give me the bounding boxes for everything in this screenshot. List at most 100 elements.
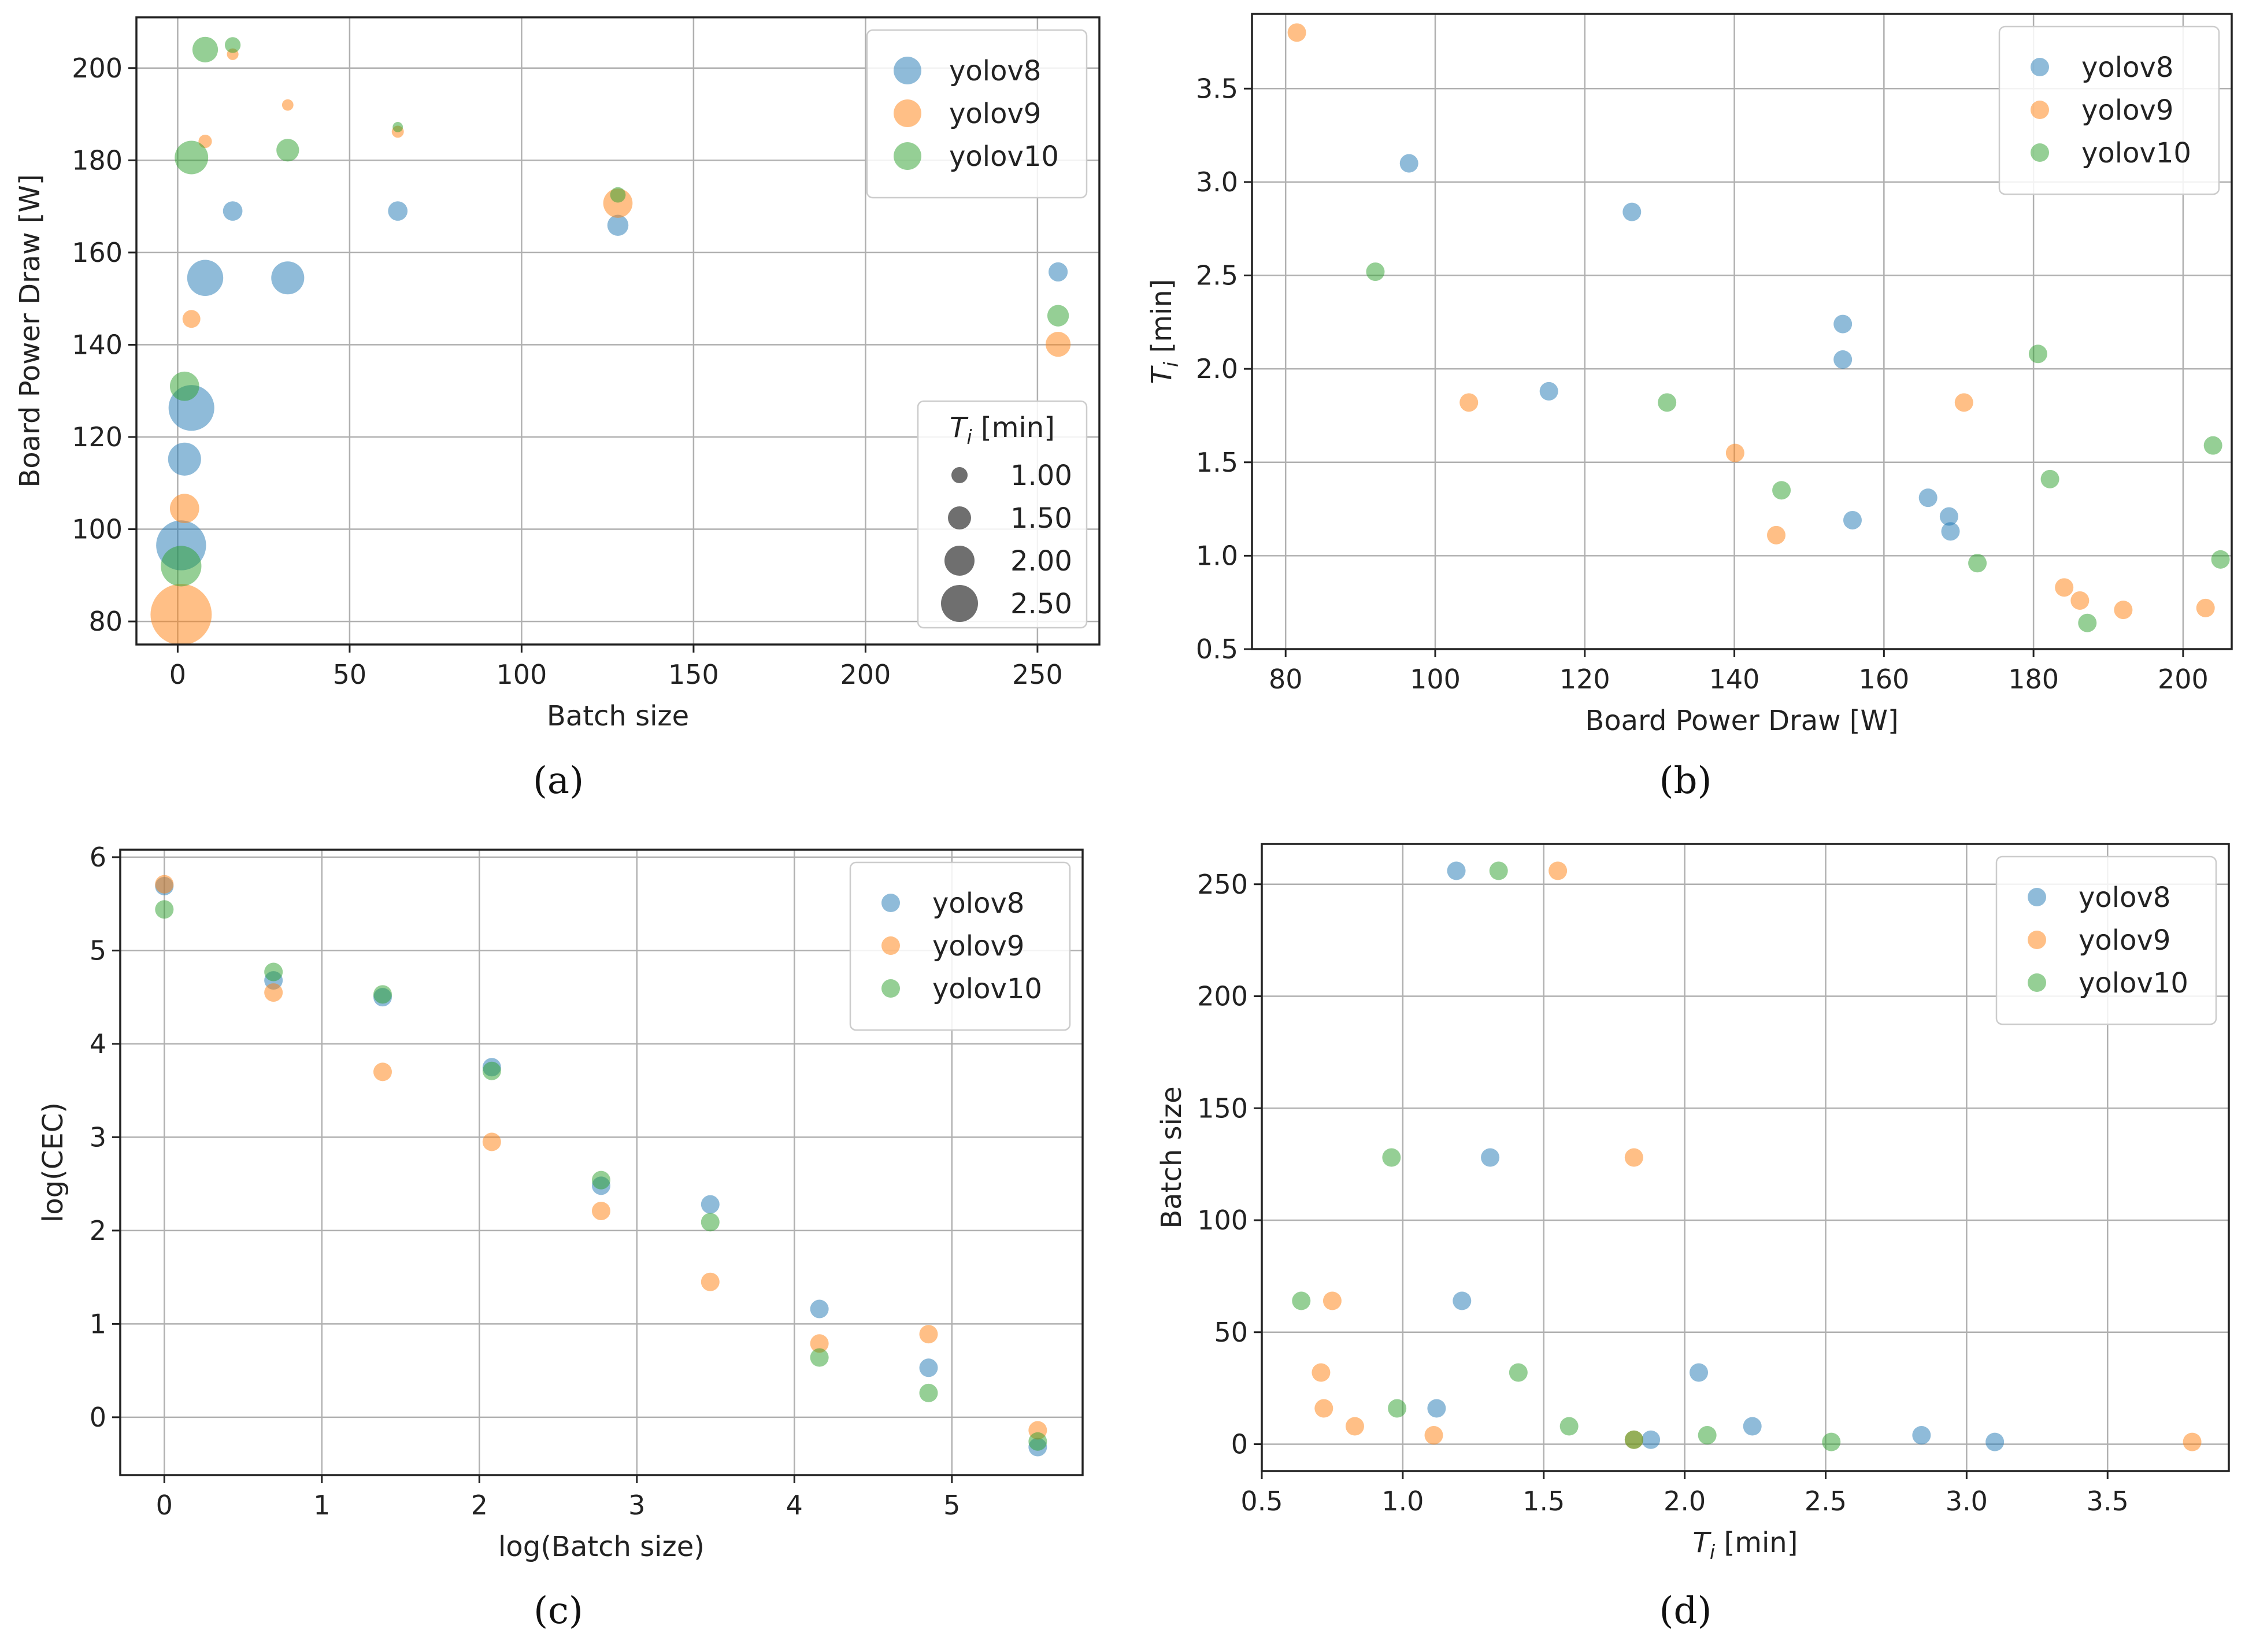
y-tick-label: 3.0: [1196, 166, 1238, 198]
panel-caption: (d): [1659, 1590, 1712, 1632]
data-point-yolov8: [1912, 1426, 1931, 1444]
y-axis-label: log(CEC): [37, 1102, 69, 1223]
legend-box: [849, 861, 1071, 1031]
data-point-yolov9: [2055, 578, 2074, 597]
y-tick-label: 50: [1214, 1317, 1248, 1348]
data-point-yolov9: [182, 310, 201, 328]
y-axis-label-symbol: T: [1146, 365, 1178, 384]
data-point-yolov10: [1624, 1430, 1643, 1449]
legend-marker-yolov10: [894, 142, 921, 170]
size-legend-title: Ti [min]: [950, 412, 1055, 449]
data-point-yolov9: [1345, 1417, 1364, 1436]
y-tick-label: 5: [90, 935, 106, 966]
data-point-yolov9: [1624, 1148, 1643, 1167]
x-tick-label: 150: [668, 659, 719, 690]
data-point-yolov10: [610, 187, 626, 203]
y-tick-label: 6: [90, 842, 106, 873]
series-yolov8: [1399, 154, 1960, 541]
x-tick-label: 0: [169, 659, 186, 690]
panel-caption: (c): [534, 1590, 583, 1632]
y-tick-label: 0.5: [1196, 634, 1238, 665]
x-tick-label: 160: [1858, 664, 1909, 695]
legend-label-yolov9: yolov9: [2079, 924, 2170, 957]
panel-caption-text: (d): [1659, 1590, 1712, 1632]
data-point-yolov9: [373, 1062, 392, 1081]
data-point-yolov10: [1047, 305, 1069, 327]
data-point-yolov9: [1312, 1363, 1331, 1382]
y-tick-label: 120: [72, 421, 123, 453]
legend-marker-yolov9: [894, 99, 921, 127]
x-tick-label: 4: [786, 1490, 803, 1521]
data-point-yolov10: [1968, 554, 1987, 573]
data-point-yolov9: [591, 1201, 610, 1220]
data-point-yolov9: [1046, 332, 1071, 357]
x-tick-label: 2.5: [1805, 1486, 1847, 1517]
data-point-yolov8: [1049, 262, 1068, 281]
panel-caption-text: (a): [533, 760, 584, 802]
data-point-yolov8: [1622, 202, 1642, 221]
legend-label-yolov8: yolov8: [2079, 881, 2170, 914]
x-tick-label: 1.5: [1522, 1486, 1565, 1517]
series-yolov10: [161, 36, 1069, 587]
data-point-yolov8: [1481, 1148, 1500, 1167]
y-axis-label-subscript: i: [1160, 361, 1183, 367]
data-point-yolov8: [1941, 522, 1960, 541]
data-point-yolov9: [1548, 861, 1568, 880]
data-point-yolov8: [1427, 1399, 1446, 1418]
x-tick-label: 100: [1410, 664, 1461, 695]
y-axis-label: Batch size: [1155, 1086, 1188, 1228]
size-legend-title-unit: [min]: [972, 412, 1055, 444]
y-tick-label: 200: [72, 53, 123, 84]
legend-marker-yolov9: [2028, 931, 2046, 949]
data-point-yolov10: [1698, 1426, 1717, 1444]
legend-marker-yolov8: [894, 57, 921, 84]
data-point-yolov8: [1453, 1291, 1472, 1310]
y-tick-label: 200: [1197, 981, 1248, 1012]
y-tick-label: 0: [1231, 1429, 1248, 1460]
data-point-yolov8: [168, 442, 201, 476]
size-legend-label: 2.50: [1010, 588, 1072, 620]
x-tick-label: 200: [840, 659, 891, 690]
size-legend-label: 1.50: [1010, 502, 1072, 535]
legend-box: [866, 29, 1088, 199]
x-tick-label: 1.0: [1381, 1486, 1424, 1517]
data-point-yolov10: [2040, 469, 2059, 488]
y-tick-label: 100: [72, 514, 123, 545]
data-point-yolov10: [175, 140, 209, 175]
legend-marker-yolov8: [881, 894, 900, 912]
x-tick-label: 140: [1709, 664, 1760, 695]
data-point-yolov9: [1424, 1426, 1443, 1444]
data-point-yolov8: [388, 201, 408, 221]
x-tick-label: 200: [2158, 664, 2209, 695]
data-point-yolov9: [155, 875, 174, 894]
data-point-yolov10: [155, 900, 174, 919]
data-point-yolov10: [1658, 393, 1677, 412]
y-tick-label: 160: [72, 237, 123, 268]
data-point-yolov9: [1314, 1399, 1333, 1418]
data-point-yolov9: [701, 1272, 720, 1291]
data-point-yolov8: [1642, 1430, 1661, 1449]
y-axis-label: Ti [min]: [1146, 279, 1183, 384]
axes-frame: [135, 16, 1101, 646]
legend-marker-yolov10: [2028, 973, 2046, 992]
data-point-yolov10: [2211, 550, 2230, 569]
data-point-yolov9: [264, 983, 283, 1002]
data-point-yolov10: [2203, 436, 2222, 455]
size-legend-label: 1.00: [1010, 460, 1072, 492]
data-point-yolov8: [1539, 381, 1558, 401]
y-axis-label-unit: [min]: [1146, 279, 1178, 362]
y-tick-label: 140: [72, 329, 123, 360]
legend-marker-yolov8: [2031, 58, 2049, 76]
data-point-yolov10: [1822, 1432, 1841, 1451]
y-tick-label: 3: [90, 1121, 106, 1153]
data-point-yolov9: [482, 1132, 501, 1151]
y-tick-label: 250: [1197, 869, 1248, 900]
y-tick-label: 150: [1197, 1092, 1248, 1124]
legend-marker-yolov9: [881, 936, 900, 955]
legend-label-yolov9: yolov9: [949, 98, 1041, 130]
data-point-yolov9: [919, 1325, 938, 1344]
y-tick-label: 0: [90, 1402, 106, 1433]
size-legend: Ti [min] 1.00 1.50 2.00 2.50: [917, 400, 1088, 629]
series-legend: yolov8 yolov9 yolov10: [866, 29, 1088, 199]
series-yolov10: [155, 900, 1047, 1451]
